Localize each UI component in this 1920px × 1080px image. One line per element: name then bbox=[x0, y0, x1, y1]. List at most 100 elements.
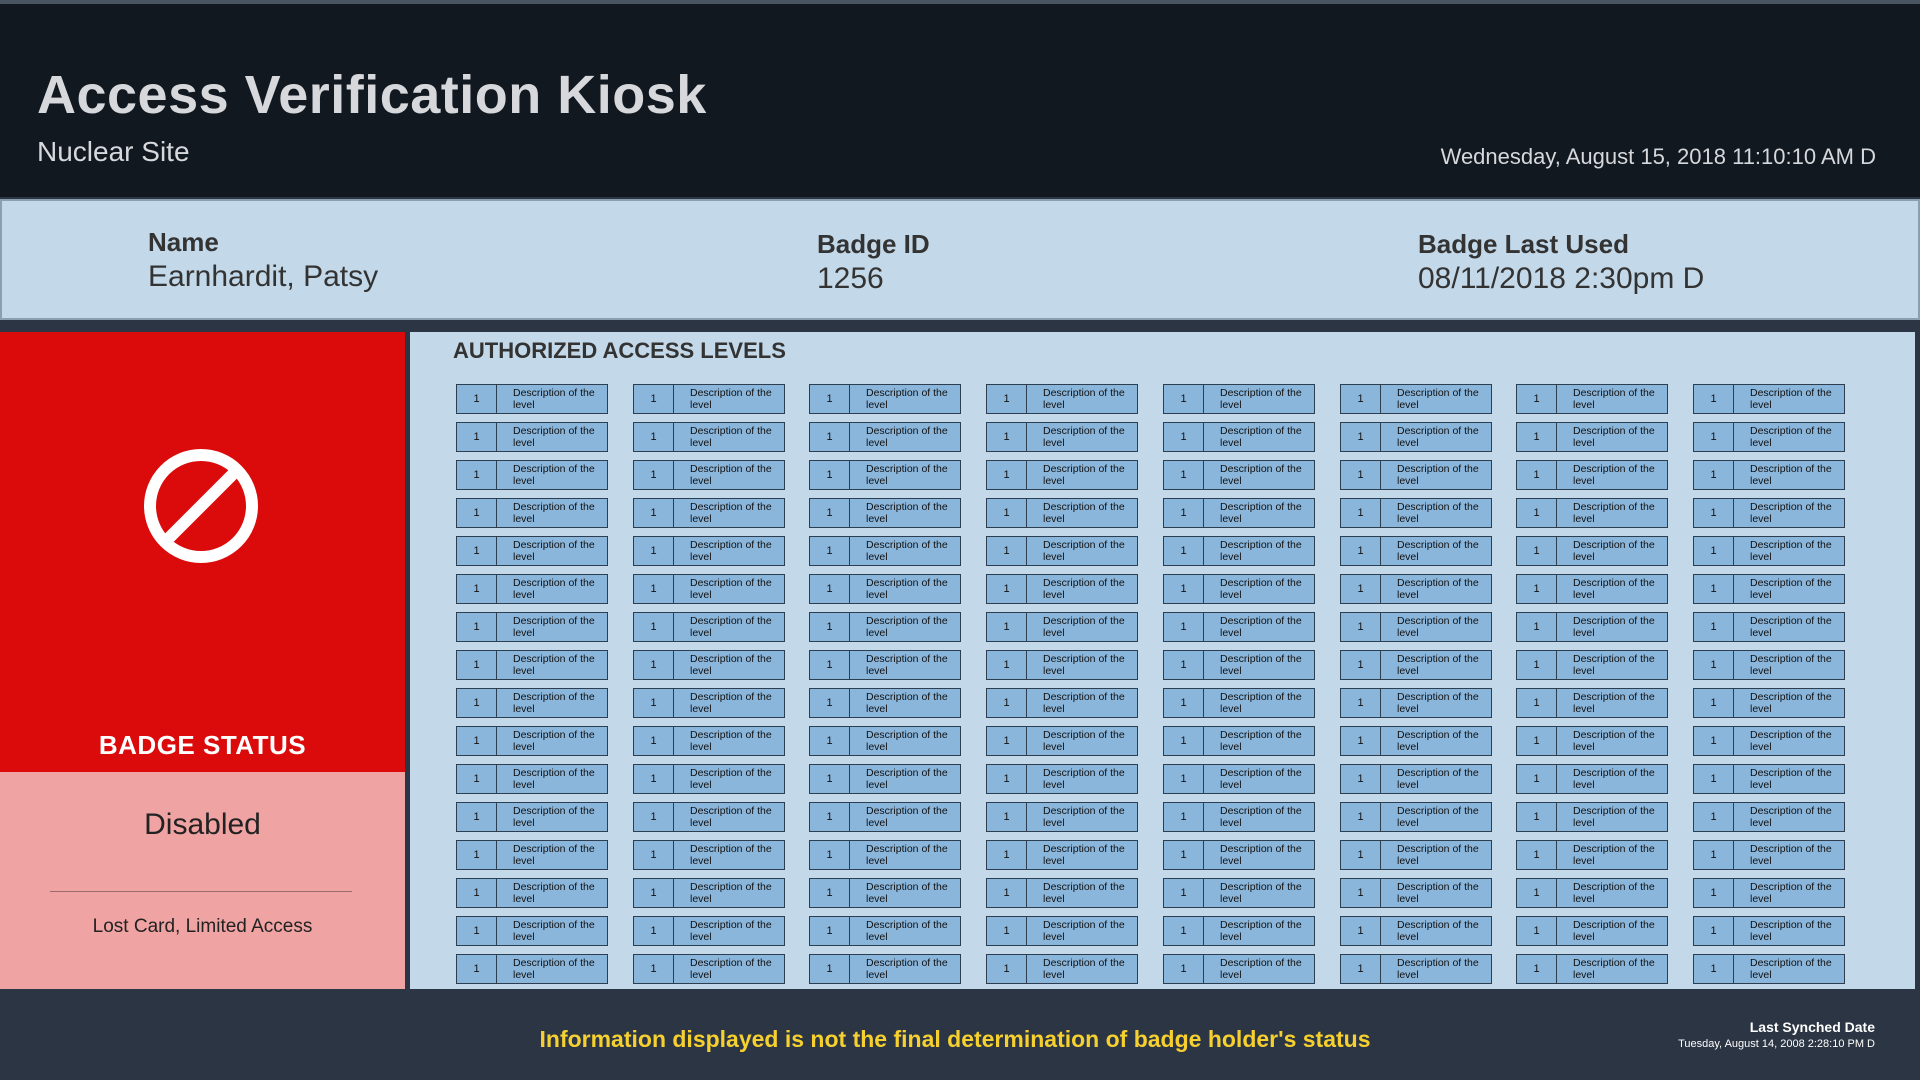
access-level-tile: 1 Description of the level bbox=[1340, 954, 1492, 984]
access-level-tile: 1 Description of the level bbox=[809, 878, 961, 908]
access-level-description: Description of the level bbox=[1220, 653, 1302, 677]
access-level-description: Description of the level bbox=[513, 729, 595, 753]
access-level-tile: 1 Description of the level bbox=[1516, 422, 1668, 452]
access-level-description: Description of the level bbox=[690, 767, 772, 791]
access-level-description: Description of the level bbox=[1043, 881, 1125, 905]
access-level-tile: 1 Description of the level bbox=[809, 574, 961, 604]
access-level-number: 1 bbox=[1694, 575, 1734, 603]
access-level-tile: 1 Description of the level bbox=[1340, 536, 1492, 566]
access-level-description: Description of the level bbox=[513, 957, 595, 981]
access-level-tile: 1 Description of the level bbox=[456, 764, 608, 794]
name-value: Earnhardit, Patsy bbox=[148, 260, 379, 293]
access-level-tile: 1 Description of the level bbox=[1516, 764, 1668, 794]
access-level-number: 1 bbox=[1694, 651, 1734, 679]
access-level-number: 1 bbox=[457, 537, 497, 565]
access-level-description: Description of the level bbox=[1573, 691, 1655, 715]
access-level-description: Description of the level bbox=[1397, 501, 1479, 525]
access-level-description: Description of the level bbox=[1397, 957, 1479, 981]
access-level-tile: 1 Description of the level bbox=[809, 688, 961, 718]
access-level-description: Description of the level bbox=[690, 615, 772, 639]
access-level-description: Description of the level bbox=[1750, 653, 1832, 677]
access-level-description: Description of the level bbox=[690, 387, 772, 411]
access-level-tile: 1 Description of the level bbox=[1163, 612, 1315, 642]
access-level-description: Description of the level bbox=[1573, 919, 1655, 943]
access-level-description: Description of the level bbox=[1220, 425, 1302, 449]
access-level-description: Description of the level bbox=[1220, 387, 1302, 411]
access-level-description: Description of the level bbox=[1397, 843, 1479, 867]
access-level-tile: 1 Description of the level bbox=[633, 802, 785, 832]
access-level-description: Description of the level bbox=[866, 843, 948, 867]
access-level-tile: 1 Description of the level bbox=[1163, 802, 1315, 832]
access-level-tile: 1 Description of the level bbox=[1693, 422, 1845, 452]
access-level-number: 1 bbox=[634, 423, 674, 451]
access-level-number: 1 bbox=[810, 499, 850, 527]
access-level-tile: 1 Description of the level bbox=[456, 688, 608, 718]
access-level-tile: 1 Description of the level bbox=[986, 498, 1138, 528]
access-level-number: 1 bbox=[457, 879, 497, 907]
access-level-tile: 1 Description of the level bbox=[1516, 460, 1668, 490]
access-level-tile: 1 Description of the level bbox=[1516, 650, 1668, 680]
access-level-tile: 1 Description of the level bbox=[1516, 878, 1668, 908]
access-level-tile: 1 Description of the level bbox=[633, 650, 785, 680]
access-level-description: Description of the level bbox=[1573, 425, 1655, 449]
access-level-description: Description of the level bbox=[690, 805, 772, 829]
access-level-description: Description of the level bbox=[1573, 729, 1655, 753]
access-level-tile: 1 Description of the level bbox=[456, 498, 608, 528]
access-level-number: 1 bbox=[810, 461, 850, 489]
access-level-tile: 1 Description of the level bbox=[456, 878, 608, 908]
access-level-tile: 1 Description of the level bbox=[633, 954, 785, 984]
access-level-tile: 1 Description of the level bbox=[1693, 802, 1845, 832]
access-level-description: Description of the level bbox=[866, 805, 948, 829]
access-level-description: Description of the level bbox=[513, 463, 595, 487]
access-level-tile: 1 Description of the level bbox=[1163, 726, 1315, 756]
access-level-description: Description of the level bbox=[1043, 767, 1125, 791]
access-level-description: Description of the level bbox=[1043, 805, 1125, 829]
access-level-number: 1 bbox=[634, 651, 674, 679]
access-level-number: 1 bbox=[1341, 955, 1381, 983]
access-level-description: Description of the level bbox=[513, 387, 595, 411]
access-level-tile: 1 Description of the level bbox=[456, 802, 608, 832]
access-level-description: Description of the level bbox=[1397, 577, 1479, 601]
access-level-tile: 1 Description of the level bbox=[1516, 688, 1668, 718]
access-level-tile: 1 Description of the level bbox=[809, 916, 961, 946]
access-level-number: 1 bbox=[1341, 651, 1381, 679]
access-level-description: Description of the level bbox=[1220, 729, 1302, 753]
access-level-number: 1 bbox=[810, 689, 850, 717]
prohibited-icon bbox=[144, 449, 258, 563]
sync-info: Last Synched Date Tuesday, August 14, 20… bbox=[1678, 1019, 1875, 1050]
access-level-number: 1 bbox=[987, 499, 1027, 527]
access-level-number: 1 bbox=[634, 765, 674, 793]
access-level-number: 1 bbox=[457, 803, 497, 831]
access-level-number: 1 bbox=[1517, 423, 1557, 451]
access-level-tile: 1 Description of the level bbox=[456, 840, 608, 870]
access-level-number: 1 bbox=[457, 955, 497, 983]
access-level-description: Description of the level bbox=[1397, 881, 1479, 905]
access-level-number: 1 bbox=[457, 575, 497, 603]
access-level-tile: 1 Description of the level bbox=[456, 536, 608, 566]
access-level-description: Description of the level bbox=[513, 843, 595, 867]
access-level-number: 1 bbox=[457, 423, 497, 451]
access-level-description: Description of the level bbox=[1397, 387, 1479, 411]
access-level-number: 1 bbox=[1164, 461, 1204, 489]
access-level-description: Description of the level bbox=[1220, 463, 1302, 487]
badge-status-label: BADGE STATUS bbox=[98, 730, 307, 760]
access-level-number: 1 bbox=[810, 651, 850, 679]
access-level-description: Description of the level bbox=[1750, 387, 1832, 411]
access-level-description: Description of the level bbox=[866, 691, 948, 715]
access-level-number: 1 bbox=[810, 955, 850, 983]
access-level-tile: 1 Description of the level bbox=[1516, 802, 1668, 832]
access-level-number: 1 bbox=[987, 879, 1027, 907]
access-level-description: Description of the level bbox=[690, 729, 772, 753]
access-level-number: 1 bbox=[987, 917, 1027, 945]
access-level-description: Description of the level bbox=[1043, 729, 1125, 753]
access-level-tile: 1 Description of the level bbox=[1340, 574, 1492, 604]
last-used-value: 08/11/2018 2:30pm D bbox=[1418, 262, 1705, 295]
access-level-description: Description of the level bbox=[1220, 539, 1302, 563]
access-level-description: Description of the level bbox=[1573, 463, 1655, 487]
access-level-tile: 1 Description of the level bbox=[633, 498, 785, 528]
access-level-number: 1 bbox=[987, 537, 1027, 565]
access-level-description: Description of the level bbox=[1750, 463, 1832, 487]
badge-id-label: Badge ID bbox=[817, 229, 930, 259]
access-level-description: Description of the level bbox=[1750, 805, 1832, 829]
access-level-number: 1 bbox=[1164, 689, 1204, 717]
